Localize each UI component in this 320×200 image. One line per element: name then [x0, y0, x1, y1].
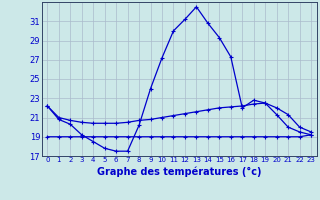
X-axis label: Graphe des températures (°c): Graphe des températures (°c): [97, 166, 261, 177]
